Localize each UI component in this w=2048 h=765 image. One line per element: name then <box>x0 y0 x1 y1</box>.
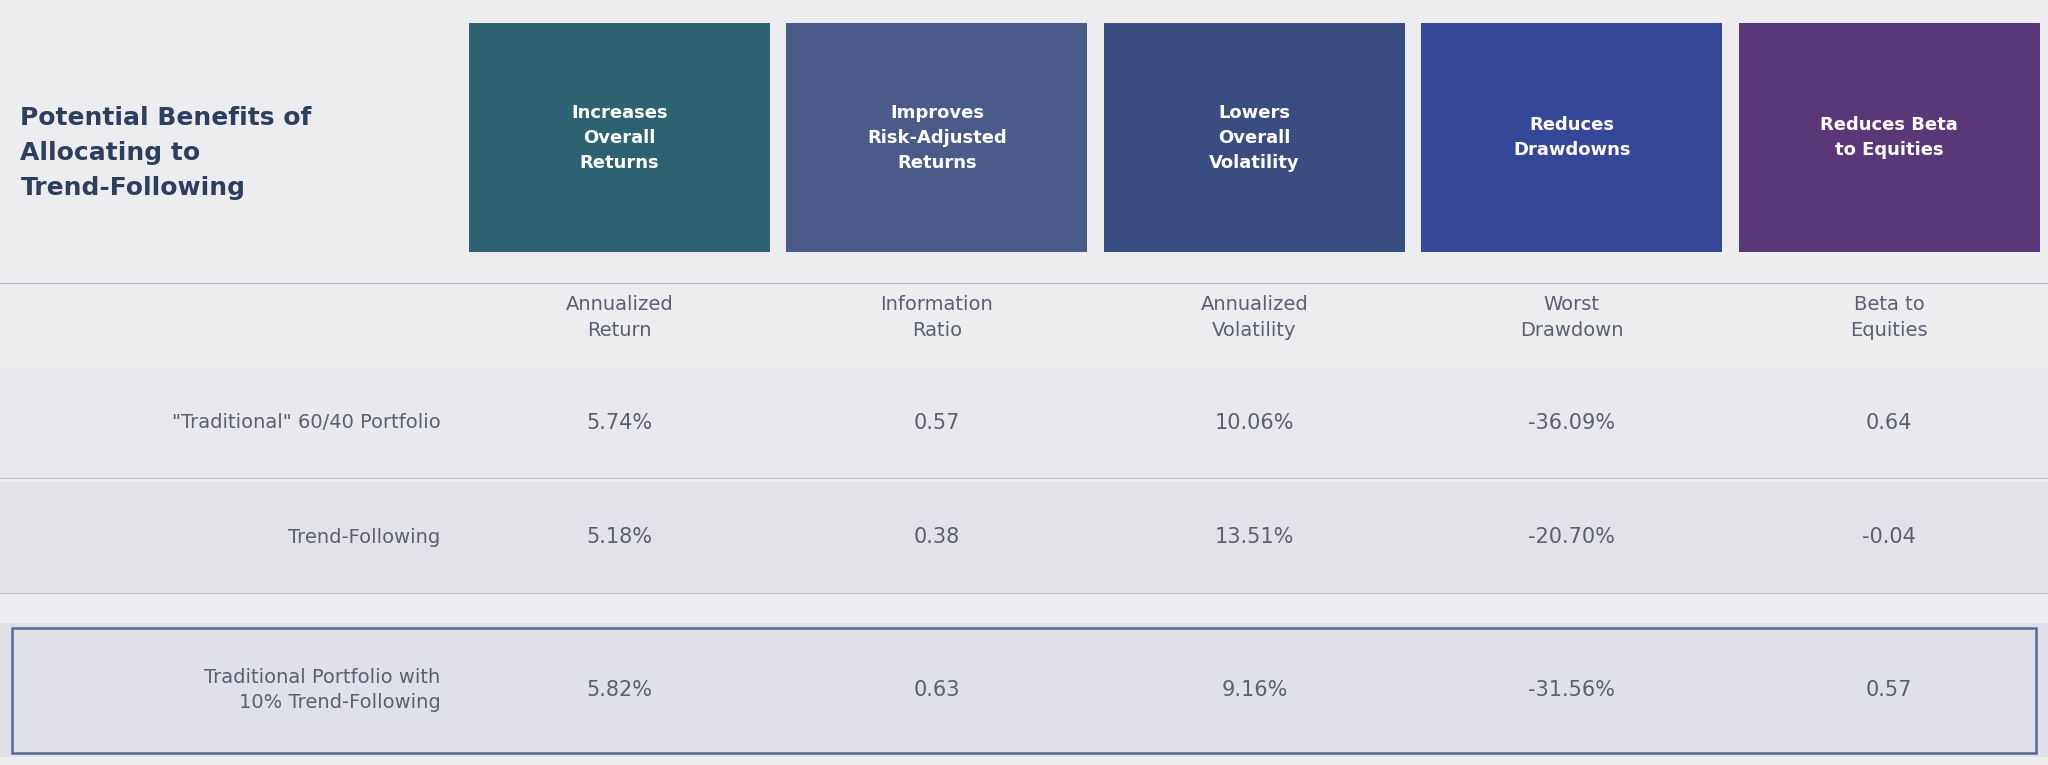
Text: Reduces Beta
to Equities: Reduces Beta to Equities <box>1821 116 1958 159</box>
Text: Annualized
Volatility: Annualized Volatility <box>1200 295 1309 340</box>
Bar <box>1421 23 1722 252</box>
Text: Beta to
Equities: Beta to Equities <box>1851 295 1927 340</box>
Bar <box>786 23 1087 252</box>
Bar <box>0 482 2048 593</box>
Text: -20.70%: -20.70% <box>1528 527 1616 548</box>
Text: -36.09%: -36.09% <box>1528 412 1616 433</box>
Bar <box>0 367 2048 478</box>
Text: 0.57: 0.57 <box>913 412 961 433</box>
Text: Trend-Following: Trend-Following <box>289 528 440 547</box>
Text: 5.74%: 5.74% <box>586 412 653 433</box>
Text: Reduces
Drawdowns: Reduces Drawdowns <box>1513 116 1630 159</box>
Text: 0.64: 0.64 <box>1866 412 1913 433</box>
Bar <box>1739 23 2040 252</box>
Text: -31.56%: -31.56% <box>1528 680 1616 701</box>
Text: Potential Benefits of
Allocating to
Trend-Following: Potential Benefits of Allocating to Tren… <box>20 106 311 200</box>
Text: "Traditional" 60/40 Portfolio: "Traditional" 60/40 Portfolio <box>172 413 440 432</box>
Text: Lowers
Overall
Volatility: Lowers Overall Volatility <box>1208 104 1300 171</box>
Text: 0.38: 0.38 <box>913 527 961 548</box>
Text: 0.63: 0.63 <box>913 680 961 701</box>
Text: Traditional Portfolio with
10% Trend-Following: Traditional Portfolio with 10% Trend-Fol… <box>205 669 440 712</box>
Bar <box>1104 23 1405 252</box>
Text: Information
Ratio: Information Ratio <box>881 295 993 340</box>
Text: 13.51%: 13.51% <box>1214 527 1294 548</box>
Text: Annualized
Return: Annualized Return <box>565 295 674 340</box>
Text: -0.04: -0.04 <box>1862 527 1917 548</box>
Bar <box>12 628 2036 753</box>
Text: Increases
Overall
Returns: Increases Overall Returns <box>571 104 668 171</box>
Text: Improves
Risk-Adjusted
Returns: Improves Risk-Adjusted Returns <box>866 104 1008 171</box>
Text: Worst
Drawdown: Worst Drawdown <box>1520 295 1624 340</box>
Text: 10.06%: 10.06% <box>1214 412 1294 433</box>
Text: 0.57: 0.57 <box>1866 680 1913 701</box>
Bar <box>0 623 2048 757</box>
Bar <box>469 23 770 252</box>
Text: 9.16%: 9.16% <box>1221 680 1288 701</box>
Text: 5.18%: 5.18% <box>586 527 653 548</box>
Text: 5.82%: 5.82% <box>586 680 653 701</box>
